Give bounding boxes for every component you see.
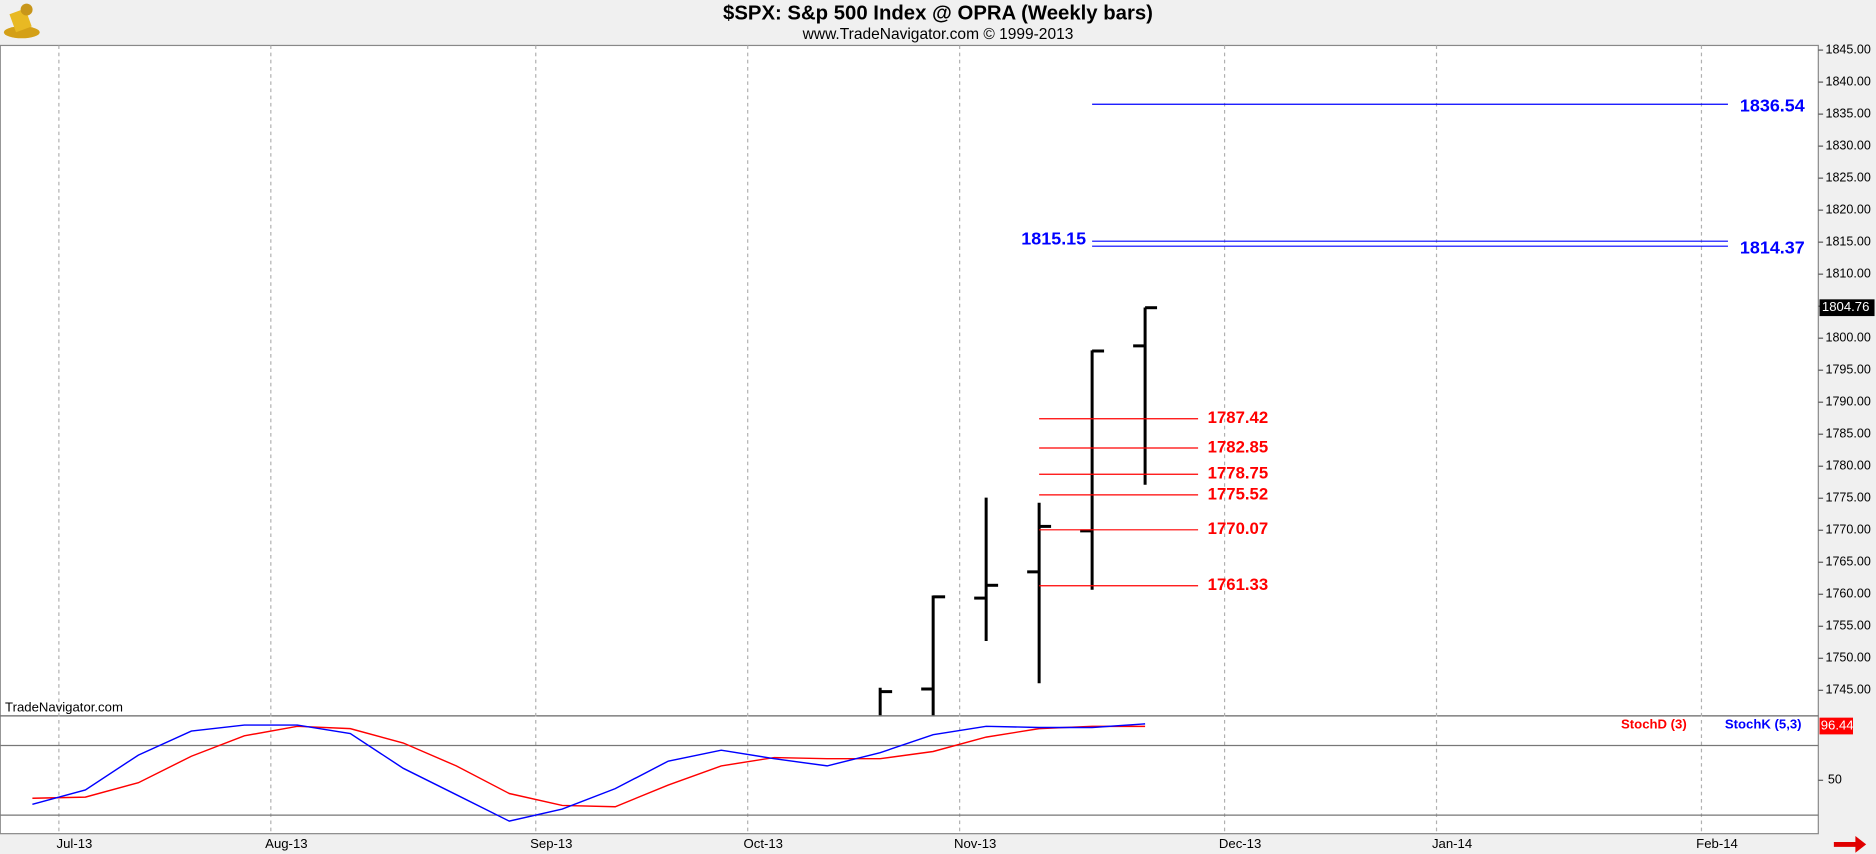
y-tick-label: 1825.00 (1825, 170, 1870, 184)
y-tick-label: 1820.00 (1825, 202, 1870, 216)
x-tick-label: Dec-13 (1219, 836, 1261, 851)
plot-area (0, 44, 1819, 835)
value-label: 96.44 (1821, 717, 1854, 732)
level-label: 1787.42 (1208, 408, 1269, 427)
y-tick-label: 1835.00 (1825, 106, 1870, 120)
level-label: 1782.85 (1208, 437, 1269, 456)
x-tick-label: Oct-13 (744, 836, 783, 851)
chart-subtitle: www.TradeNavigator.com © 1999-2013 (802, 26, 1074, 43)
level-label: 1836.54 (1740, 95, 1805, 115)
x-tick-label: Nov-13 (954, 836, 996, 851)
y-tick-label: 1830.00 (1825, 138, 1870, 152)
watermark: TradeNavigator.com (5, 700, 123, 715)
level-label: 1778.75 (1208, 464, 1269, 483)
stoch-line (32, 725, 1146, 808)
y-tick-label: 1840.00 (1825, 74, 1870, 88)
y-tick-label: 1790.00 (1825, 395, 1870, 409)
level-label: 1775.52 (1208, 484, 1269, 503)
y-tick-label: 1775.00 (1825, 491, 1870, 505)
chart-title: $SPX: S&p 500 Index @ OPRA (Weekly bars) (723, 3, 1153, 25)
price-label: 1804.76 (1822, 299, 1870, 314)
y-tick-label: 1770.00 (1825, 523, 1870, 537)
y-tick-label: 1760.00 (1825, 587, 1870, 601)
level-label: 1761.33 (1208, 575, 1269, 594)
y-tick-label: 1745.00 (1825, 683, 1870, 697)
scroll-arrow[interactable] (1833, 836, 1867, 853)
y-tick-label: 50 (1828, 773, 1842, 787)
y-tick-label: 1755.00 (1825, 619, 1870, 633)
price-box (1819, 299, 1875, 317)
y-tick-label: 1845.00 (1825, 42, 1870, 56)
x-tick-label: Feb-14 (1696, 836, 1738, 851)
x-tick-label: Jan-14 (1432, 836, 1472, 851)
x-tick-label: Sep-13 (530, 836, 572, 851)
y-tick-label: 1785.00 (1825, 427, 1870, 441)
level-label: 1770.07 (1208, 519, 1269, 538)
legend-entry: StochD (3) (1621, 716, 1687, 731)
y-tick-label: 1815.00 (1825, 234, 1870, 248)
level-label: 1815.15 (1021, 229, 1086, 249)
x-tick-label: Jul-13 (57, 836, 93, 851)
y-tick-label: 1765.00 (1825, 555, 1870, 569)
level-label: 1814.37 (1740, 237, 1805, 257)
y-tick-label: 1750.00 (1825, 651, 1870, 665)
y-tick-label: 1795.00 (1825, 363, 1870, 377)
x-tick-label: Aug-13 (265, 836, 307, 851)
y-tick-label: 1780.00 (1825, 459, 1870, 473)
stoch-line (32, 723, 1146, 822)
y-tick-label: 1800.00 (1825, 330, 1870, 344)
y-tick-label: 1810.00 (1825, 266, 1870, 280)
logo (3, 3, 40, 39)
legend-entry: StochK (5,3) (1725, 716, 1802, 731)
value-box (1819, 717, 1853, 735)
